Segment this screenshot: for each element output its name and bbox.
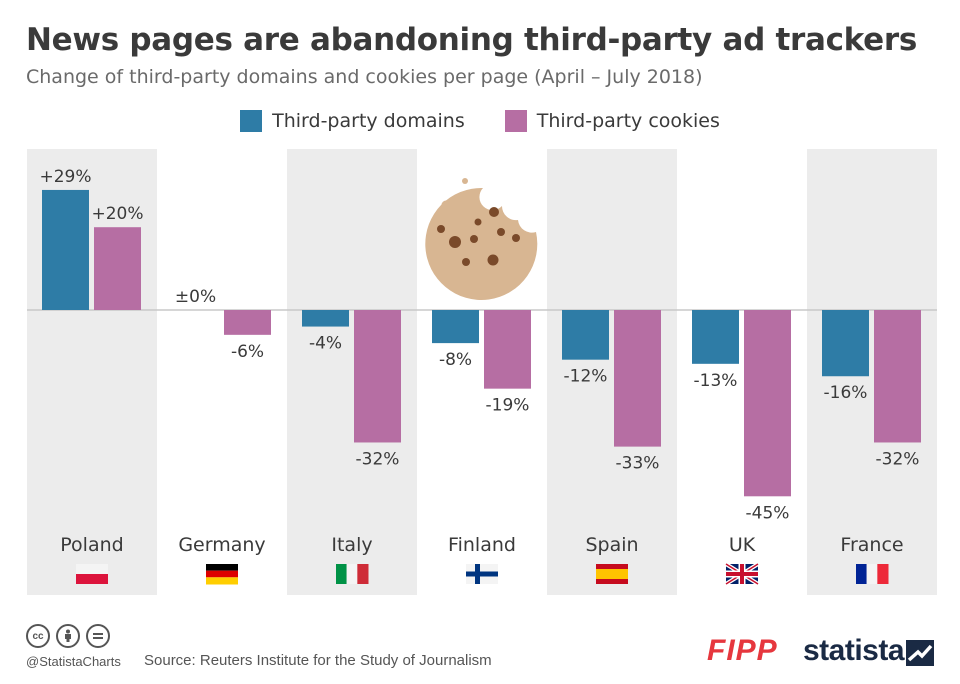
legend-label-domains: Third-party domains — [272, 110, 465, 132]
bar-cookies-spain — [614, 310, 661, 447]
category-label-poland: Poland — [60, 534, 123, 556]
data-label-cookies-uk: -45% — [746, 503, 790, 523]
legend-label-cookies: Third-party cookies — [536, 110, 720, 132]
flag-poland-icon — [76, 564, 108, 584]
cc-icon: cc — [26, 624, 50, 648]
legend-swatch-domains — [240, 110, 263, 132]
bar-domains-finland — [432, 310, 479, 344]
data-label-domains-italy: -4% — [309, 334, 342, 354]
flag-france-icon — [856, 564, 889, 584]
statista-logo-icon — [906, 640, 934, 666]
data-label-cookies-spain: -33% — [616, 454, 660, 474]
data-label-cookies-france: -32% — [876, 449, 920, 469]
fipp-logo: FIPP — [707, 634, 778, 667]
data-label-cookies-finland: -19% — [486, 396, 530, 416]
bar-cookies-germany — [224, 310, 271, 335]
statista-logo-text: statista — [803, 634, 905, 667]
data-label-domains-france: -16% — [824, 383, 868, 403]
bar-cookies-finland — [484, 310, 531, 389]
bar-domains-uk — [692, 310, 739, 364]
data-label-domains-finland: -8% — [439, 350, 472, 370]
chart-subtitle: Change of third-party domains and cookie… — [26, 66, 703, 88]
legend: Third-party domains Third-party cookies — [0, 110, 960, 132]
category-label-italy: Italy — [331, 534, 372, 556]
statista-handle: @StatistaCharts — [26, 654, 121, 669]
category-label-france: France — [840, 534, 903, 556]
category-label-germany: Germany — [178, 534, 265, 556]
flag-uk-icon — [724, 562, 760, 586]
bar-cookies-uk — [744, 310, 791, 497]
nd-icon — [86, 624, 110, 648]
data-label-cookies-germany: -6% — [231, 342, 264, 362]
data-label-domains-poland: +29% — [39, 167, 91, 187]
legend-item-cookies: Third-party cookies — [504, 110, 720, 132]
category-label-spain: Spain — [585, 534, 638, 556]
chart-title: News pages are abandoning third-party ad… — [26, 22, 918, 58]
flag-germany-icon — [206, 564, 238, 585]
legend-swatch-cookies — [504, 110, 527, 132]
by-icon — [56, 624, 80, 648]
bar-cookies-poland — [94, 227, 141, 310]
category-label-finland: Finland — [448, 534, 516, 556]
flag-spain-icon — [596, 564, 628, 584]
bar-domains-italy — [302, 310, 349, 327]
data-label-domains-germany: ±0% — [175, 287, 216, 307]
cookie-icon — [425, 178, 538, 300]
bar-domains-france — [822, 310, 869, 377]
source-note: Source: Reuters Institute for the Study … — [144, 652, 492, 669]
bar-cookies-france — [874, 310, 921, 443]
bar-domains-poland — [42, 189, 89, 310]
data-label-domains-spain: -12% — [564, 367, 608, 387]
flag-italy-icon — [336, 564, 369, 584]
license-icons: cc — [26, 624, 110, 648]
data-label-cookies-poland: +20% — [91, 204, 143, 224]
legend-item-domains: Third-party domains — [240, 110, 465, 132]
category-label-uk: UK — [729, 534, 756, 556]
bar-cookies-italy — [354, 310, 401, 443]
data-label-domains-uk: -13% — [694, 371, 738, 391]
data-label-cookies-italy: -32% — [356, 449, 400, 469]
flag-finland-icon — [466, 564, 498, 584]
bar-domains-spain — [562, 310, 609, 360]
